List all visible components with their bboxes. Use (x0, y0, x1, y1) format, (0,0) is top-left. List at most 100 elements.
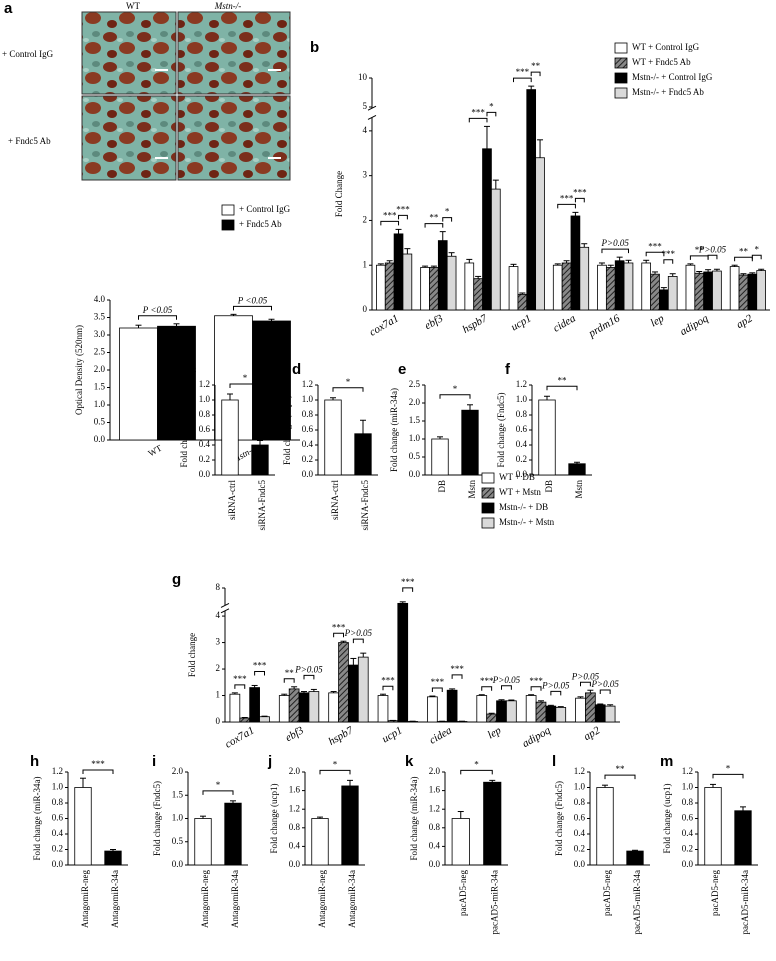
x-tick-label: siRNA-ctrl (227, 480, 237, 520)
significance-label: * (453, 384, 458, 394)
panel-label: a (4, 0, 13, 17)
y-tick-label: 0.0 (409, 469, 421, 479)
y-tick-label: 4.0 (94, 294, 106, 304)
y-tick-label: 0.5 (94, 417, 106, 427)
y-tick-label: 0.4 (289, 840, 301, 850)
x-tick-label: pacAD5-neg (458, 870, 468, 916)
bar (526, 89, 537, 311)
y-axis-title: Fold Change (334, 171, 344, 217)
significance-bracket (424, 223, 444, 228)
y-tick-label: 4 (216, 610, 221, 620)
significance-label: P>0.05 (492, 675, 521, 685)
significance-bracket (138, 315, 177, 320)
y-tick-label: 1.0 (516, 394, 528, 404)
bar (74, 787, 92, 866)
y-axis-title: Fold change (Fndc5) (496, 393, 506, 468)
y-tick-label: 2.0 (409, 397, 421, 407)
significance-bracket (398, 214, 408, 220)
significance-label: P>0.05 (591, 679, 620, 689)
y-axis-title: Fold change (ucp1) (269, 784, 279, 854)
y-tick-label: 0.4 (199, 439, 211, 449)
significance-bracket (431, 687, 443, 693)
legend-swatch (221, 219, 235, 231)
bar (756, 270, 766, 311)
significance-label: P <0.05 (142, 305, 173, 315)
significance-bracket (439, 394, 471, 399)
bar (626, 850, 644, 866)
y-tick-label: 0.4 (574, 828, 586, 838)
y-tick-label: 0.0 (429, 859, 441, 869)
legend-label: Mstn-/- + Control IgG (632, 72, 713, 82)
y-tick-label: 0.4 (429, 840, 441, 850)
significance-label: ** (285, 668, 295, 678)
bar (224, 802, 242, 866)
bar (685, 264, 696, 311)
bar (377, 695, 389, 723)
y-tick-label: 1.0 (574, 782, 586, 792)
significance-bracket (303, 674, 315, 680)
x-tick-label: pacAD5-neg (710, 870, 720, 916)
significance-label: *** (91, 759, 105, 769)
y-tick-label: 2.5 (409, 379, 421, 389)
y-tick-label: 0.6 (199, 424, 211, 434)
legend-swatch (481, 472, 495, 484)
significance-label: * (474, 759, 479, 769)
axis-break (367, 114, 377, 120)
x-tick-label: AntagomiR-neg (317, 870, 327, 928)
y-tick-label: 0.0 (574, 859, 586, 869)
x-tick-label: ap2 (582, 724, 603, 743)
panel-label: k (405, 753, 414, 770)
bar (596, 787, 614, 866)
legend-swatch (614, 57, 628, 69)
bar (431, 438, 449, 476)
significance-label: *** (396, 204, 410, 214)
y-tick-label: 3 (363, 170, 368, 180)
significance-label: *** (450, 664, 464, 674)
x-tick-label: Mstn (467, 480, 477, 499)
bar (490, 188, 501, 311)
bar (288, 688, 300, 723)
significance-bracket (601, 248, 629, 254)
bar (464, 262, 475, 311)
bar (252, 320, 291, 441)
bar (575, 697, 586, 723)
y-tick-label: 3 (216, 637, 221, 647)
y-tick-label: 1.2 (429, 803, 440, 813)
y-tick-label: 1.0 (409, 433, 421, 443)
y-tick-label: 0.0 (682, 859, 694, 869)
y-tick-label: 8 (216, 582, 221, 592)
x-tick-label: prdm16 (586, 312, 623, 340)
x-tick-label: lep (486, 724, 504, 741)
bar (738, 274, 749, 311)
legend-swatch (481, 487, 495, 499)
y-tick-label: 0.8 (429, 822, 441, 832)
column-label: WT (126, 1, 140, 11)
significance-label: * (726, 763, 731, 773)
bar (486, 713, 497, 723)
significance-label: *** (471, 107, 485, 117)
significance-label: *** (662, 249, 676, 259)
panel-label: j (267, 753, 272, 770)
y-tick-label: 1.6 (429, 785, 441, 795)
panel-label: l (552, 753, 556, 770)
x-tick-label: DB (544, 480, 554, 493)
significance-label: ** (531, 61, 541, 71)
y-tick-label: 0.2 (516, 454, 527, 464)
x-tick-label: pacAD5-neg (602, 870, 612, 916)
significance-label: *** (516, 67, 530, 77)
y-tick-label: 1.5 (94, 382, 106, 392)
bar (324, 399, 342, 476)
significance-bracket (82, 769, 114, 774)
bar (594, 704, 606, 723)
bar (249, 687, 260, 723)
y-tick-label: 1.6 (289, 785, 301, 795)
significance-label: * (346, 377, 351, 387)
bar (604, 705, 616, 723)
y-tick-label: 0 (363, 304, 368, 314)
x-tick-label: ucp1 (380, 724, 405, 745)
significance-label: * (333, 759, 338, 769)
x-tick-label: lep (649, 312, 667, 329)
significance-bracket (234, 684, 246, 689)
significance-label: P <0.05 (237, 295, 268, 305)
legend-swatch (614, 87, 628, 99)
